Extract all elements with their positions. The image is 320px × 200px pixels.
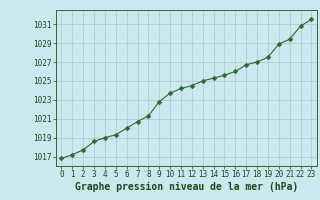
X-axis label: Graphe pression niveau de la mer (hPa): Graphe pression niveau de la mer (hPa) xyxy=(75,182,298,192)
